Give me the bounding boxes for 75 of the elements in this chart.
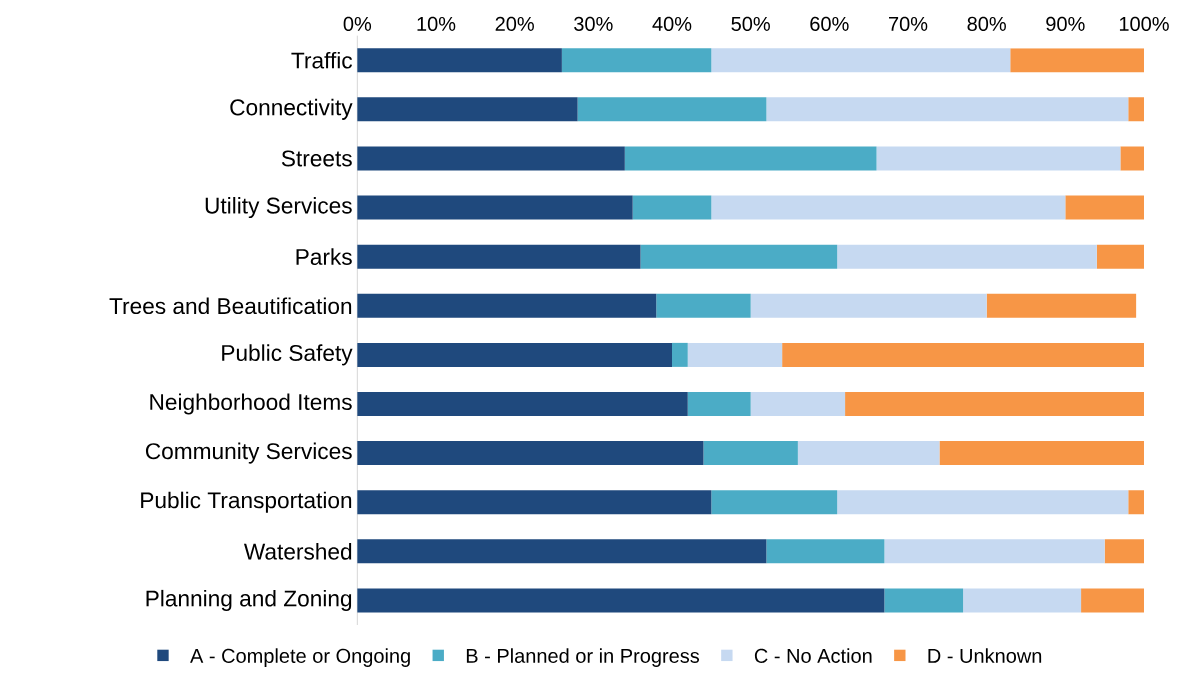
bar (766, 539, 885, 564)
x-tick-label: 60% (810, 16, 849, 31)
y-tick-label: Public Transportation (141, 491, 352, 513)
x-tick-label: 90% (1046, 16, 1085, 31)
bar (357, 391, 688, 416)
bar (884, 539, 1105, 564)
bar (797, 441, 940, 466)
bar (750, 391, 846, 416)
bar (884, 588, 964, 613)
bar (750, 293, 987, 318)
y-tick-label: Watershed (243, 543, 352, 560)
bar (1128, 97, 1144, 122)
y-tick-label: Planning and Zoning (146, 589, 352, 611)
bar (1081, 588, 1144, 613)
y-tick-label: Utility Services (205, 197, 352, 219)
bar (703, 441, 798, 466)
bar (672, 342, 688, 367)
x-tick-label: 50% (731, 16, 770, 31)
y-tick-label: Neighborhood Items (150, 393, 352, 415)
bar (1128, 490, 1144, 515)
bar (357, 244, 641, 269)
bar (711, 490, 838, 515)
bar (711, 195, 1066, 220)
bar (1096, 244, 1144, 269)
bar (357, 441, 704, 466)
bar (1010, 48, 1144, 73)
bar (766, 97, 1129, 122)
y-tick-label: Streets (281, 150, 352, 167)
x-tick-label: 100% (1119, 16, 1169, 31)
bar (876, 146, 1121, 171)
x-tick-label: 30% (574, 16, 613, 31)
bar (357, 48, 562, 73)
bar (1120, 146, 1144, 171)
bar (845, 391, 1144, 416)
legend-label: B - Planned or in Progress (466, 648, 700, 667)
bar (357, 97, 578, 122)
bar (632, 195, 712, 220)
bar (357, 146, 625, 171)
x-tick-label: 80% (967, 16, 1006, 31)
y-tick-label: Connectivity (230, 98, 353, 120)
bar (1065, 195, 1144, 220)
bar (624, 146, 877, 171)
y-tick-label: Community Services (145, 442, 352, 464)
bar (357, 539, 767, 564)
y-tick-label: Trees and Beautification (109, 297, 352, 315)
bar (357, 293, 657, 318)
legend-label: C - No Action (754, 648, 872, 663)
legend-label: D - Unknown (928, 648, 1042, 663)
bar (357, 490, 712, 515)
bar (687, 391, 751, 416)
bar (357, 588, 885, 613)
legend-label: A - Complete or Ongoing (190, 648, 410, 667)
y-tick-label: Public Safety (222, 344, 353, 366)
x-tick-label: 0% (343, 16, 372, 31)
x-tick-label: 20% (495, 16, 534, 31)
x-tick-label: 70% (889, 16, 928, 31)
x-tick-label: 10% (417, 16, 456, 31)
bar (640, 244, 838, 269)
bar (939, 441, 1144, 466)
bar (711, 48, 1011, 73)
bar (963, 588, 1082, 613)
y-tick-label: Traffic (291, 51, 353, 69)
bar (561, 48, 712, 73)
bar (577, 97, 767, 122)
bar (837, 490, 1129, 515)
bar (782, 342, 1144, 367)
bar (357, 342, 672, 367)
bar (656, 293, 751, 318)
x-tick-label: 40% (652, 16, 692, 31)
y-tick-label: Parks (296, 248, 352, 265)
bar (1104, 539, 1144, 564)
bar (837, 244, 1097, 269)
bar (687, 342, 783, 367)
bar (986, 293, 1137, 318)
bar (357, 195, 633, 220)
